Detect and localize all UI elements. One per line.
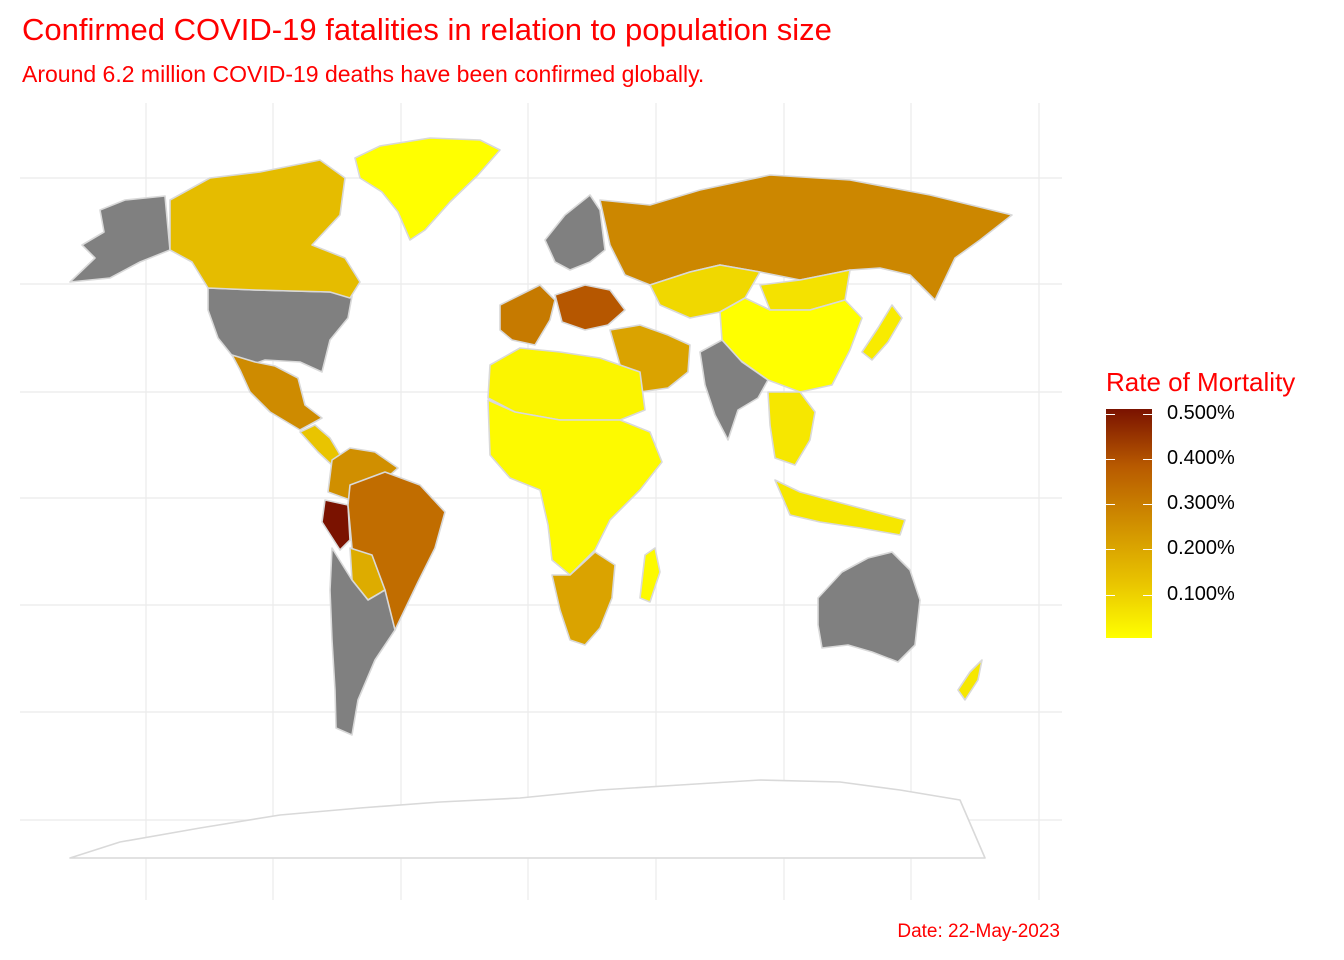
legend-tick [1143, 459, 1152, 460]
legend-label: 0.400% [1167, 447, 1235, 469]
legend-label: 0.500% [1167, 402, 1235, 424]
region-brazil [347, 471, 446, 631]
region-chile-argentina [329, 547, 396, 736]
chart-title: Confirmed COVID-19 fatalities in relatio… [22, 12, 832, 47]
region-greenland [354, 137, 501, 241]
chart-subtitle: Around 6.2 million COVID-19 deaths have … [22, 61, 705, 87]
region-indonesia [774, 479, 906, 536]
region-india [699, 339, 769, 441]
legend-tick [1143, 414, 1152, 415]
region-western-europe [499, 284, 556, 346]
region-antarctica [69, 779, 986, 859]
legend-tick [1106, 414, 1115, 415]
region-australia [817, 551, 921, 663]
region-new-zealand [957, 659, 983, 701]
region-southern-africa [551, 551, 616, 646]
region-madagascar [639, 547, 661, 603]
region-japan [861, 304, 903, 361]
region-canada [169, 159, 361, 299]
legend-tick [1106, 459, 1115, 460]
legend-tick [1143, 595, 1152, 596]
region-mexico [231, 354, 323, 431]
region-alaska-usa [69, 195, 171, 283]
legend-title: Rate of Mortality [1106, 367, 1296, 397]
region-united-states [207, 287, 353, 373]
legend-tick [1143, 504, 1152, 505]
legend-tick [1106, 549, 1115, 550]
legend-label: 0.300% [1167, 492, 1235, 514]
region-southeast-asia [767, 391, 816, 466]
country-shapes [69, 137, 1013, 859]
legend-color-bar [1106, 409, 1152, 638]
legend-label: 0.100% [1167, 583, 1235, 605]
region-sub-saharan-africa [487, 399, 663, 576]
date-caption: Date: 22-May-2023 [897, 921, 1060, 942]
legend-label: 0.200% [1167, 537, 1235, 559]
region-scandinavia [544, 194, 606, 271]
legend-tick [1143, 549, 1152, 550]
legend-tick [1106, 595, 1115, 596]
region-peru [321, 499, 351, 551]
legend-tick [1106, 504, 1115, 505]
region-eastern-europe [554, 284, 626, 331]
